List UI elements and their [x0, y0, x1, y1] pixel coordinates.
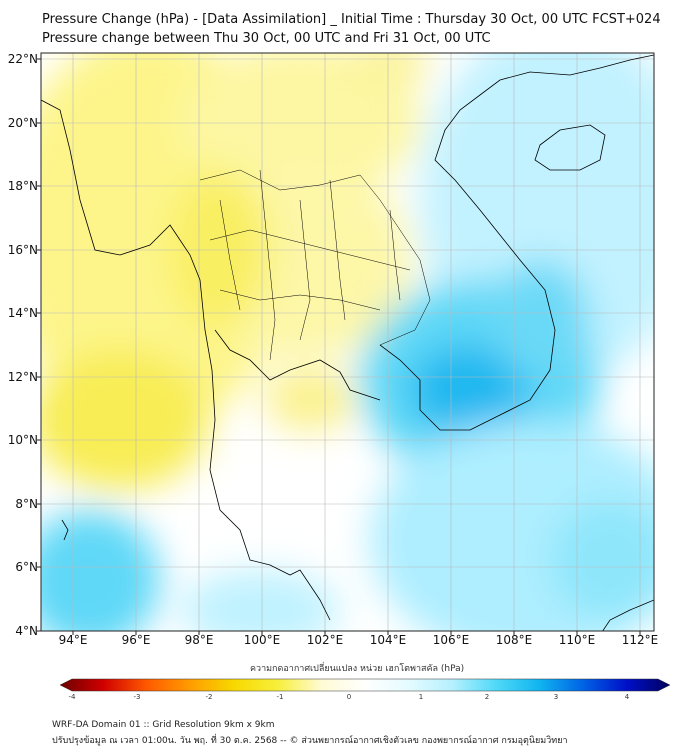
lat-label: 6°N	[15, 560, 38, 574]
axis-ticks	[37, 58, 641, 635]
lon-label: 108°E	[495, 633, 533, 647]
colorbar-tick: -3	[133, 693, 141, 701]
colorbar-tick: 0	[346, 693, 352, 701]
colorbar-tick: -1	[276, 693, 284, 701]
colorbar-tick: 2	[484, 693, 490, 701]
lon-label: 110°E	[558, 633, 596, 647]
lat-label: 8°N	[15, 497, 38, 511]
lat-label: 10°N	[7, 433, 38, 447]
lat-label: 16°N	[7, 243, 38, 257]
footer-credit: ปรับปรุงข้อมูล ณ เวลา 01:00น. วัน พฤ. ที…	[52, 736, 568, 746]
colorbar-tick: -2	[205, 693, 213, 701]
lon-label: 98°E	[184, 633, 214, 647]
lat-label: 22°N	[7, 52, 38, 66]
lat-label: 14°N	[7, 306, 38, 320]
colorbar-tick: 1	[418, 693, 424, 701]
footer-domain-info: WRF-DA Domain 01 :: Grid Resolution 9km …	[52, 720, 275, 730]
lat-label: 20°N	[7, 116, 38, 130]
lat-label: 18°N	[7, 179, 38, 193]
lon-label: 100°E	[243, 633, 281, 647]
coastlines	[41, 54, 654, 631]
colorbar-tick: 3	[553, 693, 559, 701]
map-frame	[40, 52, 655, 632]
colorbar-tick: 4	[624, 693, 630, 701]
colorbar-tick: -4	[68, 693, 76, 701]
lon-label: 106°E	[432, 633, 470, 647]
lon-label: 102°E	[306, 633, 344, 647]
admin-borders	[199, 169, 431, 361]
lon-label: 96°E	[121, 633, 151, 647]
lat-label: 12°N	[7, 370, 38, 384]
lat-label: 4°N	[15, 624, 38, 638]
pressure-field	[41, 53, 654, 631]
lon-label: 94°E	[58, 633, 88, 647]
gridlines	[41, 53, 654, 631]
lon-label: 104°E	[369, 633, 407, 647]
map-subtitle: Pressure change between Thu 30 Oct, 00 U…	[42, 31, 491, 46]
colorbar-title: ความกดอากาศเปลี่ยนแปลง หน่วย เฮกโตพาสคัล…	[250, 664, 465, 674]
lon-label: 112°E	[621, 633, 659, 647]
map-title: Pressure Change (hPa) - [Data Assimilati…	[42, 12, 661, 27]
